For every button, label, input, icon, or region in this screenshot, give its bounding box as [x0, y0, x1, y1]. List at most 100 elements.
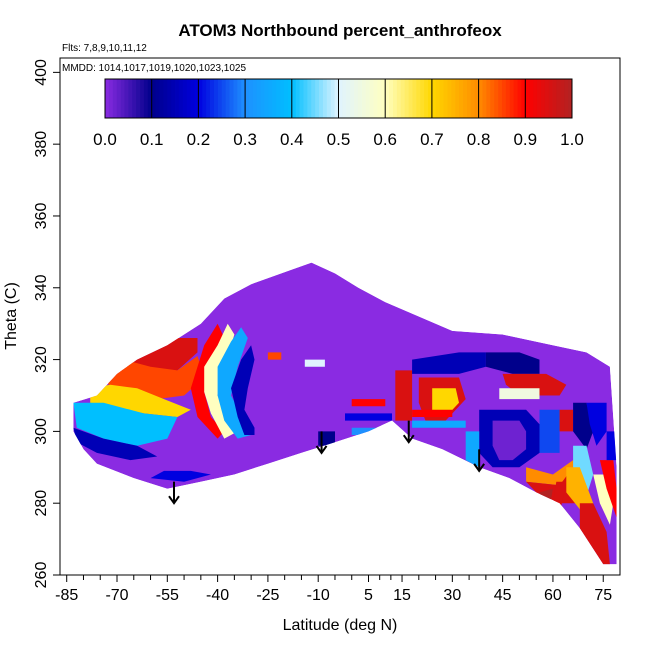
colorbar-swatch: [299, 79, 304, 118]
x-tick-label: 30: [443, 587, 461, 604]
data-region-14: [351, 399, 386, 407]
colorbar-swatch: [280, 79, 285, 118]
data-region-29: [539, 409, 560, 453]
data-region-42: [606, 431, 617, 461]
colorbar-swatch: [447, 79, 452, 118]
data-region-18: [412, 352, 486, 374]
y-tick-label: 320: [33, 346, 50, 373]
colorbar-swatch: [560, 79, 565, 118]
colorbar-swatch: [346, 79, 351, 118]
colorbar-swatch: [260, 79, 265, 118]
y-tick-label: 360: [33, 203, 50, 230]
colorbar-swatch: [509, 79, 515, 118]
x-tick-label: 75: [594, 587, 612, 604]
colorbar-swatch: [291, 79, 297, 118]
x-tick-label: -10: [307, 587, 330, 604]
colorbar-tick-label: 0.9: [513, 130, 537, 149]
colorbar-swatch: [206, 79, 211, 118]
colorbar-swatch: [463, 79, 468, 118]
data-region-35: [573, 402, 594, 450]
colorbar-swatch: [151, 79, 156, 118]
colorbar-swatch: [486, 79, 491, 118]
colorbar-swatch: [303, 79, 308, 118]
colorbar-swatch: [435, 79, 441, 118]
colorbar-tick-label: 0.6: [373, 130, 397, 149]
colorbar-swatch: [416, 79, 421, 118]
data-region-22: [412, 409, 453, 417]
colorbar-swatch: [322, 79, 328, 118]
colorbar-swatch: [338, 79, 343, 118]
colorbar-tick-label: 0.0: [93, 130, 117, 149]
colorbar-swatch: [552, 79, 557, 118]
data-region-4: [73, 402, 178, 446]
colorbar-swatch: [521, 79, 526, 118]
data-region-15: [345, 413, 392, 421]
colorbar-swatch: [556, 79, 561, 118]
colorbar-swatch: [108, 79, 114, 118]
y-tick-label: 400: [33, 59, 50, 86]
colorbar-swatch: [334, 79, 339, 118]
colorbar-swatch: [428, 79, 433, 118]
data-region-36: [586, 402, 607, 446]
colorbar-swatch: [217, 79, 223, 118]
arrow-marker: [402, 420, 415, 444]
x-tick-label: -40: [206, 587, 229, 604]
colorbar-swatch: [132, 79, 137, 118]
colorbar-swatch: [431, 79, 437, 118]
colorbar-swatch: [564, 79, 569, 118]
colorbar-swatch: [194, 79, 199, 118]
colorbar-tick-label: 0.3: [233, 130, 257, 149]
colorbar-swatch: [354, 79, 359, 118]
dates-note: MMDD: 1014,1017,1019,1020,1023,1025: [62, 63, 246, 74]
colorbar-swatch: [513, 79, 518, 118]
colorbar-swatch: [252, 79, 258, 118]
data-region-21: [412, 420, 466, 428]
arrow-marker: [315, 431, 328, 455]
x-axis-label: Latitude (deg N): [283, 617, 398, 634]
data-region-3: [90, 384, 191, 417]
colorbar-swatch: [373, 79, 378, 118]
chart-title: ATOM3 Northbound percent_anthrofeox: [178, 21, 502, 40]
colorbar-swatch: [116, 79, 121, 118]
colorbar-tick-label: 0.2: [187, 130, 211, 149]
y-tick-label: 380: [33, 131, 50, 158]
data-region-9: [231, 345, 255, 435]
y-axis-label: Theta (C): [3, 282, 20, 350]
data-region-12: [304, 359, 325, 367]
colorbar-swatch: [365, 79, 371, 118]
colorbar-swatch: [284, 79, 289, 118]
colorbar-swatch: [517, 79, 522, 118]
colorbar-swatch: [241, 79, 246, 118]
colorbar-tick-label: 0.8: [467, 130, 491, 149]
colorbar-swatch: [342, 79, 347, 118]
colorbar-swatch: [392, 79, 398, 118]
colorbar-swatch: [478, 79, 483, 118]
colorbar-swatch: [182, 79, 188, 118]
colorbar-swatch: [175, 79, 180, 118]
colorbar-swatch: [408, 79, 413, 118]
colorbar-tick-label: 1.0: [560, 130, 584, 149]
colorbar-swatch: [256, 79, 262, 118]
colorbar-swatch: [412, 79, 417, 118]
colorbar-swatch: [536, 79, 542, 118]
colorbar-swatch: [490, 79, 495, 118]
colorbar-swatch: [186, 79, 192, 118]
colorbar-swatch: [213, 79, 219, 118]
colorbar-swatch: [404, 79, 409, 118]
arrow-marker: [473, 449, 485, 473]
colorbar-swatch: [190, 79, 195, 118]
x-tick-label: 60: [544, 587, 562, 604]
y-tick-label: 260: [33, 562, 50, 589]
data-region-17: [395, 370, 413, 421]
colorbar-swatch: [136, 79, 141, 118]
arrow-marker: [168, 481, 180, 505]
x-tick-label: -85: [55, 587, 78, 604]
colorbar: 0.0 0.1 0.2 0.3 0.4 0.5 0.6 0.7 0.8 0.9 1.0: [93, 78, 584, 149]
colorbar-tick-label: 0.5: [327, 130, 351, 149]
colorbar-swatch: [167, 79, 172, 118]
colorbar-swatch: [443, 79, 448, 118]
colorbar-swatch: [268, 79, 273, 118]
colorbar-swatch: [155, 79, 160, 118]
colorbar-swatch: [470, 79, 476, 118]
colorbar-swatch: [112, 79, 118, 118]
